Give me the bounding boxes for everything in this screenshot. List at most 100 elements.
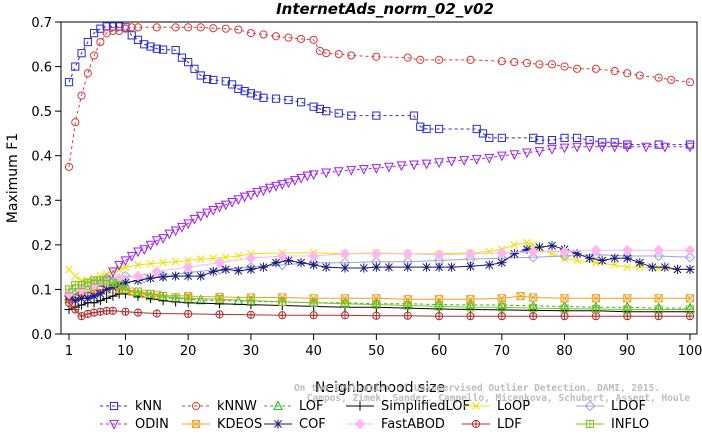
- data-point-odin: [214, 202, 225, 213]
- data-point-inflo: [340, 299, 350, 308]
- data-point-knn: [315, 104, 325, 114]
- data-point-inflo: [108, 278, 118, 287]
- data-point-knn: [89, 29, 99, 38]
- y-tick-label: 0.1: [31, 283, 52, 298]
- data-point-inflo: [184, 294, 193, 303]
- series-layer: [63, 22, 696, 321]
- data-point-cof: [465, 261, 476, 271]
- data-point-cof: [610, 253, 620, 263]
- data-point-inflo: [623, 305, 632, 314]
- data-point-odin: [572, 142, 582, 153]
- data-point-knn: [485, 133, 494, 142]
- data-point-cof: [271, 258, 281, 268]
- legend-item-cof: COF: [264, 417, 326, 432]
- data-point-cof: [509, 249, 519, 259]
- x-tick-label: 40: [305, 344, 322, 359]
- data-point-loop: [610, 260, 619, 269]
- legend-label-odin: ODIN: [135, 417, 169, 432]
- data-point-cof: [534, 242, 545, 252]
- data-point-knnw: [71, 118, 80, 127]
- annotation-paper: On the Evaluation of Unsupervised Outlie…: [294, 383, 660, 394]
- data-point-loop: [510, 240, 519, 249]
- data-point-odin: [609, 142, 620, 153]
- legend-item-ldf: LDF: [462, 417, 522, 432]
- legend-label-kdeos: KDEOS: [217, 417, 262, 432]
- data-point-knn: [271, 94, 281, 103]
- data-point-cof: [208, 267, 218, 277]
- data-point-loop: [121, 263, 130, 272]
- data-point-knn: [240, 86, 249, 96]
- data-point-odin: [170, 226, 181, 237]
- data-point-cof: [102, 284, 112, 295]
- legend-item-ldof: LDOF: [576, 399, 646, 414]
- y-tick-label: 0.5: [31, 105, 52, 120]
- data-point-knn: [610, 138, 619, 147]
- y-tick-label: 0.3: [31, 194, 52, 209]
- data-point-loop: [485, 247, 494, 256]
- data-point-knn: [77, 49, 86, 58]
- data-point-cof: [434, 262, 444, 272]
- data-point-knnw: [171, 23, 180, 32]
- x-tick-label: 70: [494, 344, 511, 359]
- data-point-knnw: [560, 62, 569, 71]
- data-point-kdeos: [529, 293, 538, 302]
- data-point-inflo: [246, 296, 256, 305]
- data-point-odin: [584, 142, 595, 153]
- data-point-cof: [685, 264, 695, 274]
- data-point-fastabod: [653, 244, 664, 256]
- data-point-kdeos: [560, 294, 569, 303]
- legend-marker-ldf: [471, 419, 481, 429]
- data-point-cof: [183, 271, 193, 281]
- chart-title: InternetAds_norm_02_v02: [276, 0, 494, 18]
- data-point-odin: [396, 161, 407, 172]
- x-tick-label: 90: [619, 344, 636, 359]
- data-point-cof: [484, 260, 494, 270]
- data-point-cof: [403, 262, 413, 272]
- data-point-fastabod: [214, 257, 225, 268]
- data-point-knnw: [510, 58, 519, 67]
- legend-item-inflo: INFLO: [576, 417, 649, 432]
- x-tick-label: 50: [368, 344, 385, 359]
- data-point-kdeos: [685, 294, 695, 303]
- data-point-fastabod: [245, 252, 257, 264]
- data-point-knn: [253, 91, 262, 100]
- data-point-fastabod: [496, 247, 508, 259]
- legend-label-ldf: LDF: [497, 417, 522, 432]
- data-point-ldf: [591, 312, 601, 321]
- legend-marker-kdeos: [191, 419, 201, 429]
- data-point-fastabod: [308, 250, 319, 262]
- data-point-fastabod: [621, 244, 633, 256]
- legend-label-cof: COF: [299, 417, 326, 432]
- data-point-ldf: [121, 307, 130, 316]
- data-point-cof: [258, 262, 269, 272]
- data-point-odin: [145, 240, 156, 251]
- data-point-knn: [334, 109, 343, 118]
- data-point-knn: [409, 111, 419, 120]
- data-point-knnw: [654, 73, 663, 82]
- data-point-odin: [358, 164, 369, 175]
- data-point-knnw: [296, 34, 306, 44]
- data-point-ldf: [64, 298, 74, 307]
- data-point-loop: [71, 272, 80, 281]
- data-point-knn: [296, 98, 306, 107]
- data-point-odin: [189, 214, 200, 225]
- data-point-cof: [296, 258, 306, 268]
- series-knn: [64, 22, 695, 149]
- data-point-loop: [146, 259, 155, 268]
- data-point-odin: [384, 162, 394, 173]
- x-axis: 1 10 20 30 40 50 60 70 80 90 100: [65, 334, 702, 359]
- data-point-inflo: [434, 302, 444, 311]
- data-point-cof: [497, 258, 507, 268]
- data-point-ldf: [685, 312, 695, 321]
- data-point-knn: [322, 107, 331, 116]
- data-point-knnw: [497, 57, 506, 66]
- data-point-knn: [585, 136, 594, 145]
- data-point-cof: [95, 289, 105, 299]
- data-point-knn: [372, 111, 381, 120]
- data-point-ldf: [654, 312, 663, 321]
- data-point-odin: [421, 159, 432, 170]
- data-point-ldof: [559, 250, 570, 262]
- data-point-inflo: [171, 293, 180, 302]
- data-point-ldf: [529, 312, 538, 321]
- data-point-knn: [598, 138, 607, 147]
